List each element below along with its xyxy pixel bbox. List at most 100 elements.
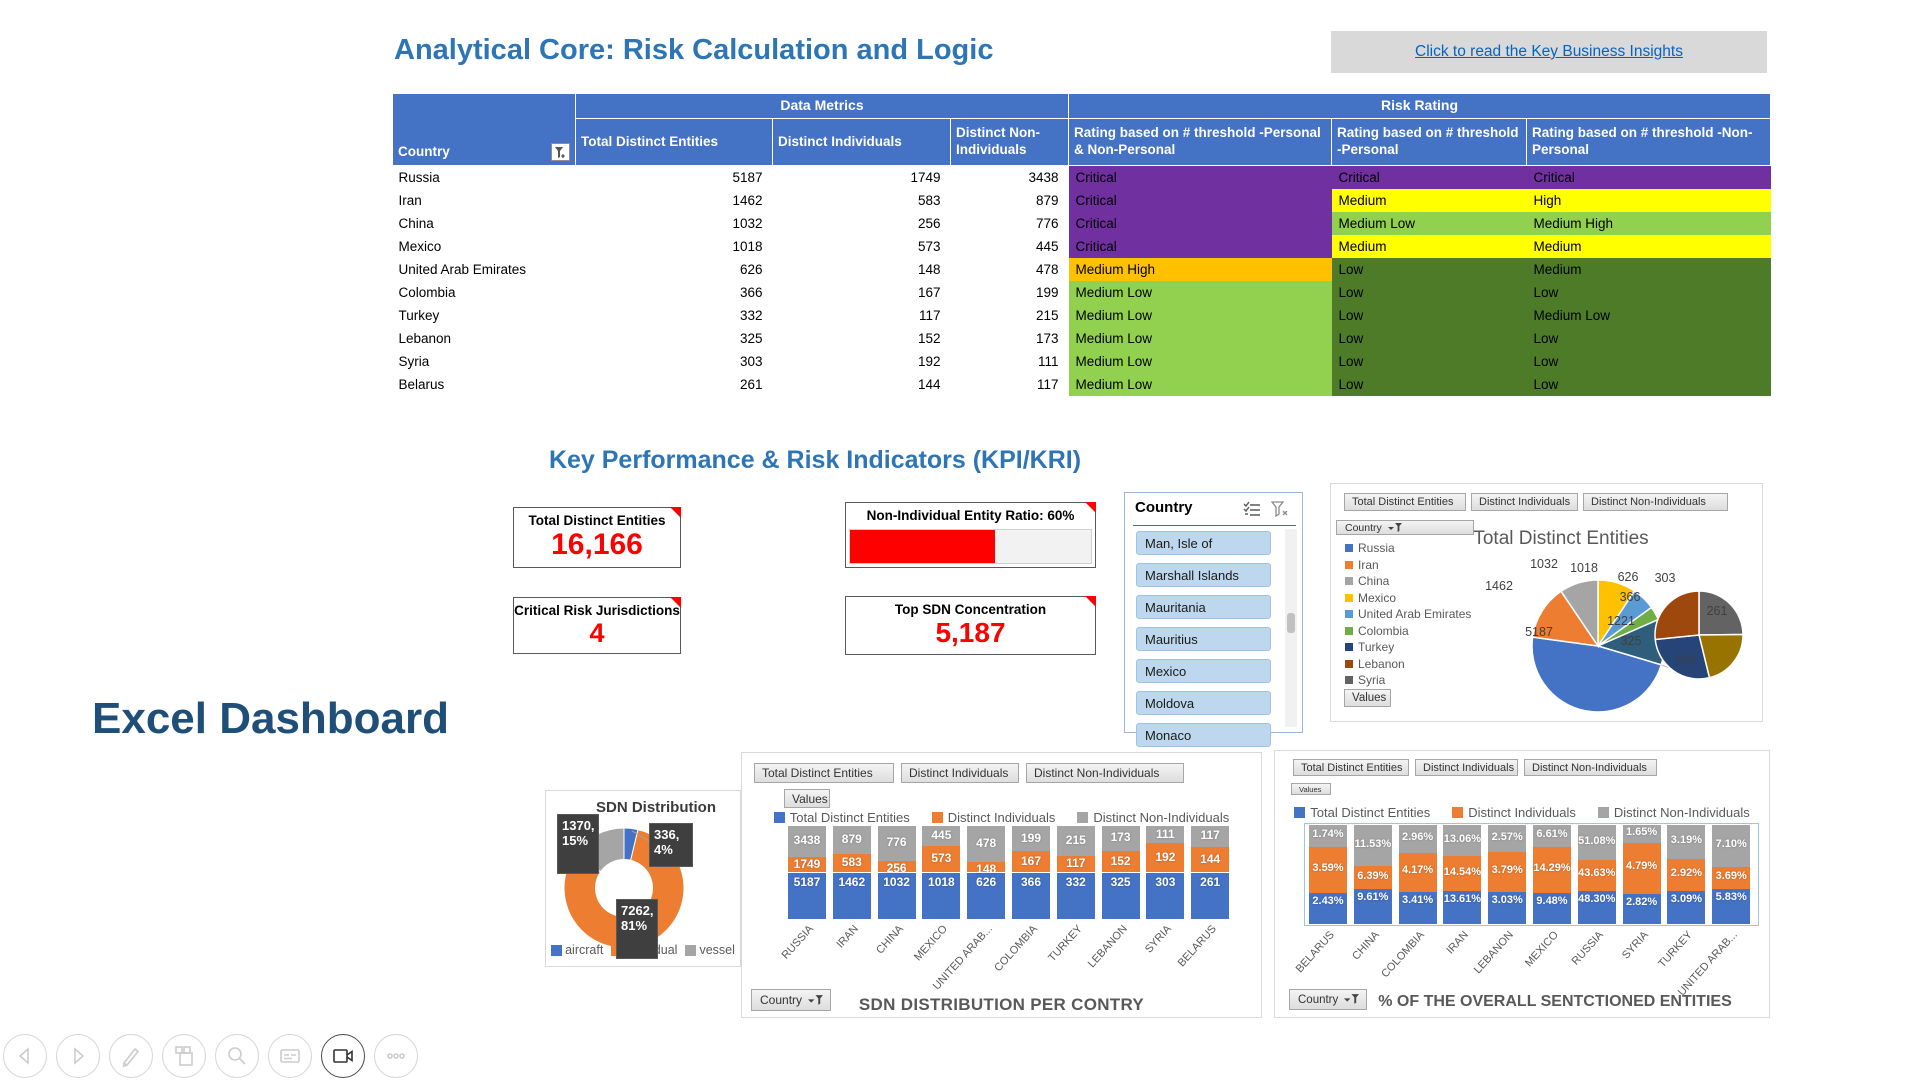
presentation-toolbar xyxy=(0,1034,418,1080)
bar-segment: 117 xyxy=(1056,856,1095,873)
slicer-item[interactable]: Mauritius xyxy=(1136,627,1271,651)
previous-slide-button[interactable] xyxy=(3,1034,47,1078)
values-button[interactable]: Values xyxy=(1291,783,1331,795)
country-cell: Mexico xyxy=(398,238,442,254)
bar-data-label: 2.57% xyxy=(1491,830,1523,843)
field-button-total-entities[interactable]: Total Distinct Entities xyxy=(754,763,894,783)
entities-cell: 626 xyxy=(739,261,763,277)
legend-item: Total Distinct Entities xyxy=(773,810,910,825)
bar-data-label: 4.17% xyxy=(1401,864,1434,877)
bar-segment: 879 xyxy=(832,826,871,854)
bar-data-label: 5.83% xyxy=(1715,891,1747,904)
bar-data-label: 3.41% xyxy=(1401,893,1434,906)
field-button-total-entities[interactable]: Total Distinct Entities xyxy=(1293,759,1409,776)
kpi-value: 16,166 xyxy=(551,528,643,561)
camera-button[interactable] xyxy=(321,1034,365,1078)
bar-data-label: 1749 xyxy=(793,856,821,871)
entities-cell: 1018 xyxy=(732,238,763,254)
individuals-cell: 167 xyxy=(917,284,941,300)
more-options-button[interactable] xyxy=(374,1034,418,1078)
zoom-button[interactable] xyxy=(215,1034,259,1078)
multi-select-icon[interactable] xyxy=(1243,501,1261,522)
bar-segment: 478 xyxy=(967,826,1006,862)
values-button[interactable]: Values xyxy=(1344,689,1391,707)
bar-data-label: 117 xyxy=(1066,856,1086,871)
axis-country-button[interactable]: Country xyxy=(751,989,831,1011)
slicer-scrollbar-thumb[interactable] xyxy=(1287,613,1295,633)
legend-item: Russia xyxy=(1345,540,1471,557)
country-header-label: Country xyxy=(398,144,450,160)
rating-cell: Medium High xyxy=(1068,257,1332,281)
bar-segment: 303 xyxy=(1146,872,1185,919)
see-all-slides-button[interactable] xyxy=(162,1034,206,1078)
bar-segment: 2.57% xyxy=(1488,825,1527,853)
field-button-individuals[interactable]: Distinct Individuals xyxy=(901,763,1019,783)
bar-segment: 445 xyxy=(922,826,961,847)
field-button-individuals[interactable]: Distinct Individuals xyxy=(1415,759,1518,776)
individuals-cell: 192 xyxy=(917,353,941,369)
subtitles-button[interactable] xyxy=(268,1034,312,1078)
country-slicer: Country Man, Isle of Marshall Islands Maur… xyxy=(1124,492,1303,747)
legend-item: Iran xyxy=(1345,557,1471,574)
legend-item: Lebanon xyxy=(1345,656,1471,673)
field-button-non-individuals[interactable]: Distinct Non-Individuals xyxy=(1026,763,1184,783)
field-button-individuals[interactable]: Distinct Individuals xyxy=(1471,493,1578,511)
donut-label-individual: 7262, 81% xyxy=(616,899,658,959)
table-row: Russia 5187 1749 3438 Critical Critical Critic… xyxy=(393,165,1771,189)
individuals-cell: 148 xyxy=(917,261,941,277)
non-individuals-cell: 117 xyxy=(1036,376,1059,392)
non-individuals-cell: 173 xyxy=(1035,330,1059,346)
legend-swatch xyxy=(773,812,785,823)
bar-segment: 5187 xyxy=(788,872,826,919)
group-header-risk-rating: Risk Rating xyxy=(1068,93,1771,119)
column-header-country: Country xyxy=(392,93,576,166)
legend-label: Turkey xyxy=(1358,640,1395,655)
values-button[interactable]: Values xyxy=(784,789,830,808)
rating-cell: Medium Low xyxy=(1526,303,1771,327)
field-button-total-entities[interactable]: Total Distinct Entities xyxy=(1344,493,1466,511)
individuals-cell: 117 xyxy=(918,307,941,323)
bar-segment: 2.92% xyxy=(1667,859,1706,891)
rating-cell: Medium xyxy=(1526,234,1771,258)
bar-data-label: 14.29% xyxy=(1533,861,1571,874)
kpi-label: Critical Risk Jurisdictions xyxy=(514,603,680,618)
bar-data-label: 9.61% xyxy=(1357,891,1389,904)
slicer-scrollbar[interactable] xyxy=(1285,529,1297,727)
pie-data-label: 332 xyxy=(1674,653,1696,667)
legend-item: Distinct Non-Individuals xyxy=(1597,805,1750,820)
insights-button[interactable]: Click to read the Key Business Insights xyxy=(1331,31,1767,73)
pie-data-label: 1018 xyxy=(1570,561,1598,575)
bar-data-label: 111 xyxy=(1156,826,1175,841)
magnifier-icon xyxy=(228,1047,246,1065)
legend-item: Total Distinct Entities xyxy=(1294,805,1430,820)
slicer-item[interactable]: Mexico xyxy=(1136,659,1271,683)
bar-segment: 3.69% xyxy=(1712,867,1751,890)
country-cell: China xyxy=(398,215,434,231)
axis-country-button[interactable]: Country xyxy=(1289,989,1367,1010)
table-filter-icon[interactable] xyxy=(551,143,570,161)
slicer-item[interactable]: Man, Isle of xyxy=(1136,531,1271,555)
entities-cell: 332 xyxy=(739,307,763,323)
pie-axis-country-button[interactable]: Country xyxy=(1336,520,1474,535)
bar-data-label: 1.65% xyxy=(1625,825,1658,838)
legend-swatch xyxy=(1345,643,1353,652)
field-button-non-individuals[interactable]: Distinct Non-Individuals xyxy=(1583,493,1728,511)
insights-link[interactable]: Click to read the Key Business Insights xyxy=(1415,43,1683,60)
slicer-item[interactable]: Monaco xyxy=(1136,723,1271,747)
legend-item: Distinct Individuals xyxy=(1452,805,1576,820)
slicer-item[interactable]: Moldova xyxy=(1136,691,1271,715)
bar-segment: 366 xyxy=(1012,872,1050,919)
slicer-item[interactable]: Marshall Islands xyxy=(1136,563,1271,587)
bar-data-label: 2.96% xyxy=(1401,830,1434,843)
percent-overall-bar-panel: Total Distinct Entities Distinct Individ… xyxy=(1274,750,1770,1018)
bar-data-label: 3438 xyxy=(793,833,821,848)
clear-filter-icon[interactable] xyxy=(1270,501,1288,522)
pen-button[interactable] xyxy=(109,1034,153,1078)
bar-segment: 7.10% xyxy=(1712,825,1751,868)
pie-data-label: 626 xyxy=(1617,570,1639,584)
next-slide-button[interactable] xyxy=(56,1034,100,1078)
field-button-non-individuals[interactable]: Distinct Non-Individuals xyxy=(1524,759,1657,776)
column-header-non-individuals: Distinct Non-Individuals xyxy=(950,118,1069,166)
slicer-item[interactable]: Mauritania xyxy=(1136,595,1271,619)
